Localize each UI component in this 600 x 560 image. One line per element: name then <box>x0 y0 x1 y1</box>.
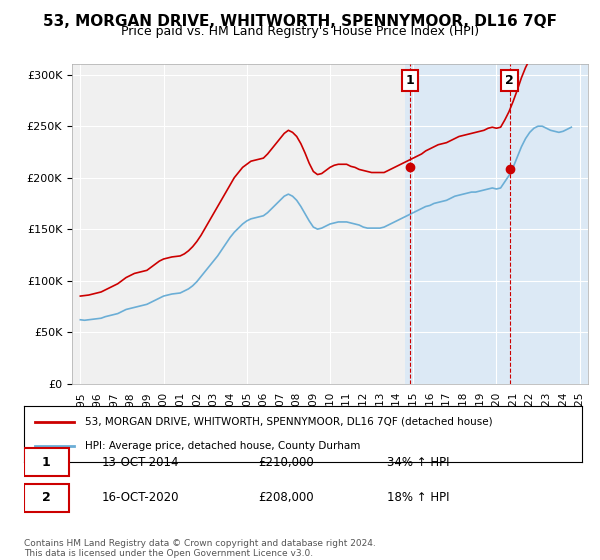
Text: 2014: 2014 <box>392 392 401 418</box>
Text: 2011: 2011 <box>341 392 352 418</box>
Text: 2022: 2022 <box>525 392 535 418</box>
Text: Contains HM Land Registry data © Crown copyright and database right 2024.
This d: Contains HM Land Registry data © Crown c… <box>24 539 376 558</box>
Text: 53, MORGAN DRIVE, WHITWORTH, SPENNYMOOR, DL16 7QF: 53, MORGAN DRIVE, WHITWORTH, SPENNYMOOR,… <box>43 14 557 29</box>
Text: 2012: 2012 <box>358 392 368 418</box>
FancyBboxPatch shape <box>24 448 68 477</box>
Text: 1997: 1997 <box>109 392 119 418</box>
Text: 2: 2 <box>505 74 514 87</box>
Text: Price paid vs. HM Land Registry's House Price Index (HPI): Price paid vs. HM Land Registry's House … <box>121 25 479 38</box>
Text: £208,000: £208,000 <box>259 492 314 505</box>
Text: £210,000: £210,000 <box>259 456 314 469</box>
Text: 2004: 2004 <box>225 392 235 418</box>
Text: 53, MORGAN DRIVE, WHITWORTH, SPENNYMOOR, DL16 7QF (detached house): 53, MORGAN DRIVE, WHITWORTH, SPENNYMOOR,… <box>85 417 493 427</box>
Text: 2005: 2005 <box>242 392 252 418</box>
Text: 2019: 2019 <box>475 392 485 418</box>
Text: 2007: 2007 <box>275 392 285 418</box>
Text: 2016: 2016 <box>425 392 435 418</box>
FancyBboxPatch shape <box>24 484 68 512</box>
Text: 16-OCT-2020: 16-OCT-2020 <box>102 492 179 505</box>
Text: 2023: 2023 <box>541 392 551 418</box>
Bar <box>405 64 588 384</box>
Text: 2025: 2025 <box>575 392 584 418</box>
Text: 1: 1 <box>406 74 414 87</box>
Text: 2020: 2020 <box>491 392 502 418</box>
Text: 2001: 2001 <box>175 392 185 418</box>
Text: 2002: 2002 <box>192 392 202 418</box>
Text: 2013: 2013 <box>375 392 385 418</box>
Text: 2015: 2015 <box>408 392 418 418</box>
Text: 2008: 2008 <box>292 392 302 418</box>
Text: 1996: 1996 <box>92 392 102 418</box>
Text: 1: 1 <box>42 456 50 469</box>
Text: 2010: 2010 <box>325 392 335 418</box>
Text: 2006: 2006 <box>259 392 268 418</box>
Text: 13-OCT-2014: 13-OCT-2014 <box>102 456 179 469</box>
Text: 2009: 2009 <box>308 392 319 418</box>
Text: 2018: 2018 <box>458 392 468 418</box>
Text: 2000: 2000 <box>158 392 169 418</box>
Text: 1998: 1998 <box>125 392 135 418</box>
Text: 2024: 2024 <box>558 392 568 418</box>
Text: HPI: Average price, detached house, County Durham: HPI: Average price, detached house, Coun… <box>85 441 361 451</box>
Text: 1995: 1995 <box>76 392 85 418</box>
Text: 18% ↑ HPI: 18% ↑ HPI <box>387 492 449 505</box>
Text: 2003: 2003 <box>208 392 218 418</box>
Text: 1999: 1999 <box>142 392 152 418</box>
Text: 34% ↑ HPI: 34% ↑ HPI <box>387 456 449 469</box>
Text: 2021: 2021 <box>508 392 518 418</box>
Text: 2: 2 <box>42 492 50 505</box>
Text: 2017: 2017 <box>442 392 452 418</box>
